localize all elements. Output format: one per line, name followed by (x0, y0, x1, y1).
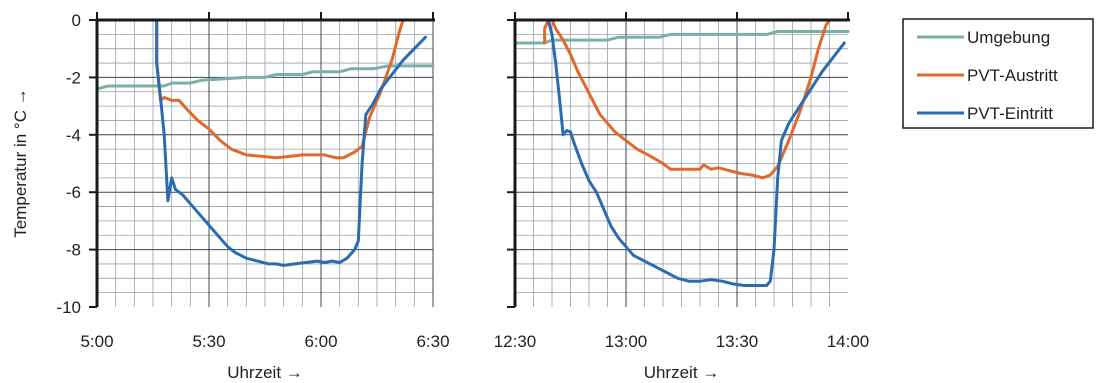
x-tick-label: 6:00 (304, 332, 337, 351)
y-tick-label: -10 (56, 298, 81, 317)
y-tick-label: -6 (66, 183, 81, 202)
series-line-austritt (155, 18, 405, 160)
x-tick-label: 5:30 (192, 332, 225, 351)
y-tick-label: -2 (66, 68, 81, 87)
series-line-eintritt (155, 18, 427, 267)
series-line-eintritt (546, 18, 846, 287)
x-axis-title: Uhrzeit → (227, 363, 303, 382)
legend: Umgebung PVT-Austritt PVT-Eintritt (902, 18, 1094, 129)
chart-panel-2: 12:30 13:00 13:30 14:00 Uhrzeit → (494, 12, 870, 382)
y-tick-label: -8 (66, 241, 81, 260)
x-tick-label: 14:00 (827, 332, 870, 351)
legend-label-umgebung: Umgebung (967, 28, 1050, 47)
x-tick-label: 6:30 (416, 332, 449, 351)
x-tick-label: 12:30 (494, 332, 537, 351)
y-tick-label: 0 (72, 11, 81, 30)
x-tick-label: 5:00 (80, 332, 113, 351)
x-tick-label: 13:30 (716, 332, 759, 351)
chart-panel-1: 5:00 5:30 6:00 6:30 0 -2 -4 -6 -8 -10 Uhrzeit → (56, 11, 449, 382)
x-axis-title: Uhrzeit → (644, 363, 720, 382)
series-line-umgebung (95, 64, 435, 91)
y-tick-label: -4 (66, 126, 81, 145)
series-line-austritt (543, 18, 831, 180)
x-tick-label: 13:00 (605, 332, 648, 351)
legend-label-eintritt: PVT-Eintritt (967, 104, 1053, 123)
legend-label-austritt: PVT-Austritt (967, 66, 1058, 85)
y-axis-title: Temperatur in °C → (11, 88, 30, 237)
